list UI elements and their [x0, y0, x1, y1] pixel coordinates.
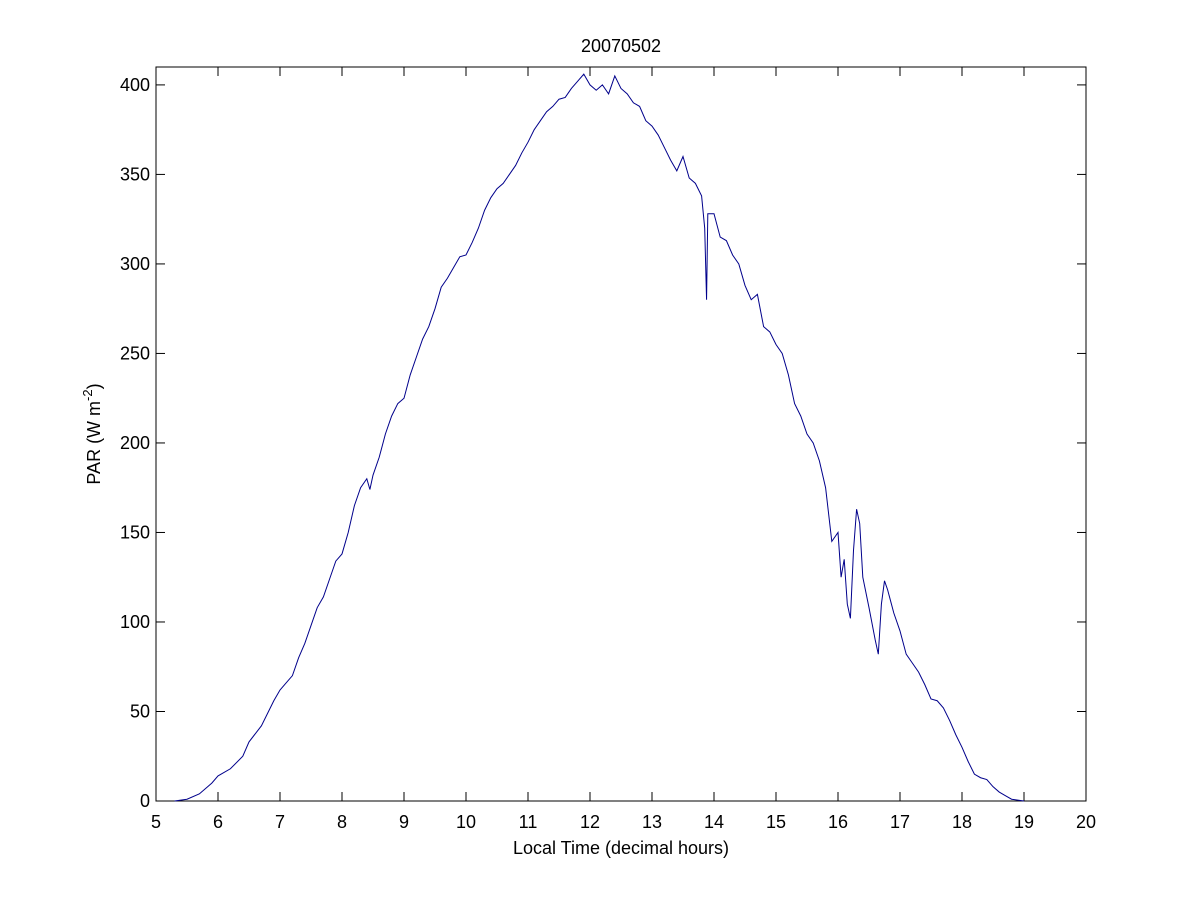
x-tick-label: 13: [642, 812, 662, 832]
y-label-text: PAR (W m: [84, 401, 104, 485]
x-tick-label: 10: [456, 812, 476, 832]
y-tick-label: 50: [130, 701, 150, 721]
x-tick-label: 20: [1076, 812, 1096, 832]
x-tick-label: 14: [704, 812, 724, 832]
x-tick-label: 18: [952, 812, 972, 832]
x-tick-label: 9: [399, 812, 409, 832]
y-label-end: ): [84, 383, 104, 389]
x-tick-label: 7: [275, 812, 285, 832]
y-tick-label: 0: [140, 791, 150, 811]
x-tick-label: 12: [580, 812, 600, 832]
y-tick-label: 350: [120, 164, 150, 184]
x-tick-label: 19: [1014, 812, 1034, 832]
data-line: [174, 73, 1025, 802]
x-tick-label: 15: [766, 812, 786, 832]
x-tick-label: 8: [337, 812, 347, 832]
x-axis-label: Local Time (decimal hours): [513, 838, 729, 858]
x-tick-label: 17: [890, 812, 910, 832]
x-tick-label: 11: [519, 812, 538, 832]
y-tick-label: 400: [120, 75, 150, 95]
y-tick-label: 200: [120, 433, 150, 453]
plot-area: [155, 66, 1087, 802]
y-axis-label: PAR (W m-2): [80, 383, 104, 484]
x-tick-label: 16: [828, 812, 848, 832]
y-tick-label: 250: [120, 343, 150, 363]
y-tick-label: 300: [120, 254, 150, 274]
y-label-sup: -2: [80, 389, 95, 401]
y-tick-label: 100: [120, 612, 150, 632]
y-tick-label: 150: [120, 522, 150, 542]
x-tick-label: 6: [213, 812, 223, 832]
x-tick-label: 5: [151, 812, 161, 832]
chart-title: 20070502: [581, 36, 661, 56]
